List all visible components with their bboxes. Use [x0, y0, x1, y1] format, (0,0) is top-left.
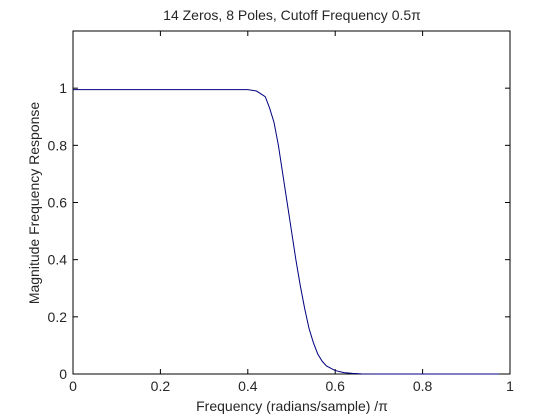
x-tick-label: 0.8 — [413, 378, 433, 394]
axis-ticks: 0 0.2 0.4 0.6 0.8 1 0 0.2 0.4 0.6 0.8 1 — [48, 31, 514, 394]
x-axis-label: Frequency (radians/sample) /π — [196, 398, 388, 414]
x-tick-label: 0.2 — [151, 378, 171, 394]
x-tick-label: 1 — [506, 378, 514, 394]
plot-area — [72, 30, 511, 375]
y-tick-label: 0.8 — [48, 137, 68, 153]
series-line — [73, 89, 500, 375]
x-tick-label: 0 — [69, 378, 77, 394]
y-tick-label: 0 — [59, 366, 67, 382]
y-tick-label: 1 — [59, 80, 67, 96]
y-axis-label: Magnitude Frequency Response — [26, 102, 42, 305]
chart-title: 14 Zeros, 8 Poles, Cutoff Frequency 0.5π — [163, 7, 421, 23]
y-tick-label: 0.6 — [48, 195, 68, 211]
x-tick-label: 0.6 — [325, 378, 345, 394]
y-tick-label: 0.2 — [48, 309, 68, 325]
x-tick-label: 0.4 — [238, 378, 258, 394]
y-tick-label: 0.4 — [48, 252, 68, 268]
